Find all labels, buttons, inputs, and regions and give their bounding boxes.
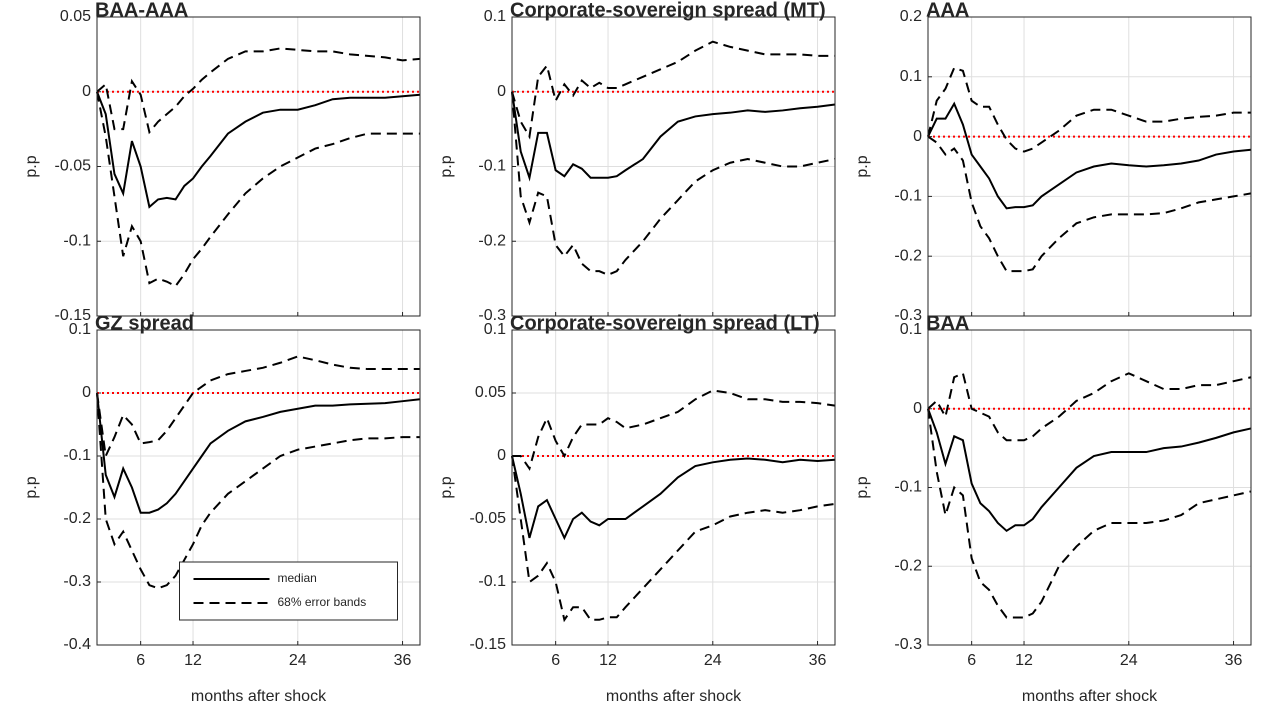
y-tick-label: 0 xyxy=(497,83,506,100)
x-axis-label: months after shock xyxy=(191,688,327,705)
y-tick-label: -0.3 xyxy=(478,307,506,324)
y-tick-label: -0.3 xyxy=(63,573,91,590)
y-tick-label: -0.1 xyxy=(894,188,922,205)
y-tick-label: -0.1 xyxy=(478,158,506,175)
x-tick-label: 36 xyxy=(1225,652,1243,669)
series-line xyxy=(96,392,421,514)
y-tick-label: -0.15 xyxy=(55,307,92,324)
x-axis-label: months after shock xyxy=(606,688,742,705)
series-line xyxy=(96,91,420,288)
y-tick-label: 0.1 xyxy=(484,321,506,338)
x-tick-label: 12 xyxy=(599,652,617,669)
y-tick-label: 0 xyxy=(82,384,91,401)
y-tick-label: -0.15 xyxy=(470,636,507,653)
y-tick-label: 0 xyxy=(82,83,91,100)
x-axis-label: months after shock xyxy=(1022,688,1158,705)
panel-title: GZ spread xyxy=(95,312,194,334)
y-tick-label: -0.1 xyxy=(63,447,91,464)
legend-label: median xyxy=(278,571,317,585)
x-tick-label: 36 xyxy=(394,652,412,669)
legend-label: 68% error bands xyxy=(278,595,367,609)
panel-title: BAA xyxy=(926,312,969,334)
x-tick-label: 36 xyxy=(809,652,827,669)
y-tick-label: -0.05 xyxy=(470,510,507,527)
y-tick-label: 0 xyxy=(913,128,922,145)
series-line xyxy=(927,408,1252,533)
y-tick-label: 0.1 xyxy=(900,68,922,85)
y-axis-label: p.p xyxy=(438,155,455,177)
panel-title: BAA-AAA xyxy=(95,0,188,21)
y-tick-label: 0.05 xyxy=(475,384,506,401)
axes-box xyxy=(927,16,1252,317)
series-line xyxy=(511,455,836,541)
y-tick-label: 0.1 xyxy=(69,321,91,338)
series-line xyxy=(927,408,1252,619)
series-line xyxy=(96,47,421,135)
series-line xyxy=(96,392,420,590)
legend-box xyxy=(179,561,398,621)
y-tick-label: 0.05 xyxy=(60,8,91,25)
series-line xyxy=(511,455,836,623)
y-tick-label: -0.3 xyxy=(894,307,922,324)
y-axis-label: p.p xyxy=(854,476,871,498)
x-tick-label: 24 xyxy=(704,652,722,669)
y-axis-label: p.p xyxy=(854,155,871,177)
y-tick-label: 0.1 xyxy=(484,8,506,25)
axes-box xyxy=(927,329,1252,646)
y-tick-label: -0.2 xyxy=(894,557,922,574)
plot-area xyxy=(928,17,1251,316)
y-tick-label: 0 xyxy=(913,400,922,417)
series-line xyxy=(511,91,836,276)
x-tick-label: 24 xyxy=(1120,652,1138,669)
axes-box xyxy=(96,16,421,317)
series-line xyxy=(927,66,1251,153)
y-axis-label: p.p xyxy=(23,155,40,177)
x-tick-label: 6 xyxy=(551,652,560,669)
series-line xyxy=(96,91,421,209)
series-line xyxy=(927,371,1252,442)
axes-box xyxy=(96,329,421,646)
y-tick-label: -0.1 xyxy=(478,573,506,590)
y-tick-label: -0.2 xyxy=(478,232,506,249)
y-tick-label: 0 xyxy=(497,447,506,464)
panel-title: AAA xyxy=(926,0,969,21)
series-line xyxy=(511,91,836,182)
panel-title: Corporate-sovereign spread (LT) xyxy=(510,312,820,334)
y-tick-label: -0.3 xyxy=(894,636,922,653)
y-tick-label: 0.1 xyxy=(900,321,922,338)
series-line xyxy=(512,389,836,471)
y-tick-label: -0.1 xyxy=(894,479,922,496)
plot-area xyxy=(512,330,835,645)
y-tick-label: -0.4 xyxy=(63,636,91,653)
axes-box xyxy=(511,329,836,646)
x-tick-label: 6 xyxy=(967,652,976,669)
y-axis-label: p.p xyxy=(438,476,455,498)
y-axis-label: p.p xyxy=(23,476,40,498)
y-tick-label: -0.1 xyxy=(63,232,91,249)
x-tick-label: 24 xyxy=(289,652,307,669)
x-tick-label: 12 xyxy=(1015,652,1033,669)
y-tick-label: -0.05 xyxy=(55,158,92,175)
series-line xyxy=(511,40,835,140)
y-tick-label: -0.2 xyxy=(63,510,91,527)
x-tick-label: 6 xyxy=(136,652,145,669)
axes-box xyxy=(511,16,836,317)
y-tick-label: 0.2 xyxy=(900,8,922,25)
x-tick-label: 12 xyxy=(184,652,202,669)
series-line xyxy=(927,101,1252,210)
y-tick-label: -0.2 xyxy=(894,247,922,264)
series-line xyxy=(927,135,1252,273)
panel-title: Corporate-sovereign spread (MT) xyxy=(510,0,826,21)
